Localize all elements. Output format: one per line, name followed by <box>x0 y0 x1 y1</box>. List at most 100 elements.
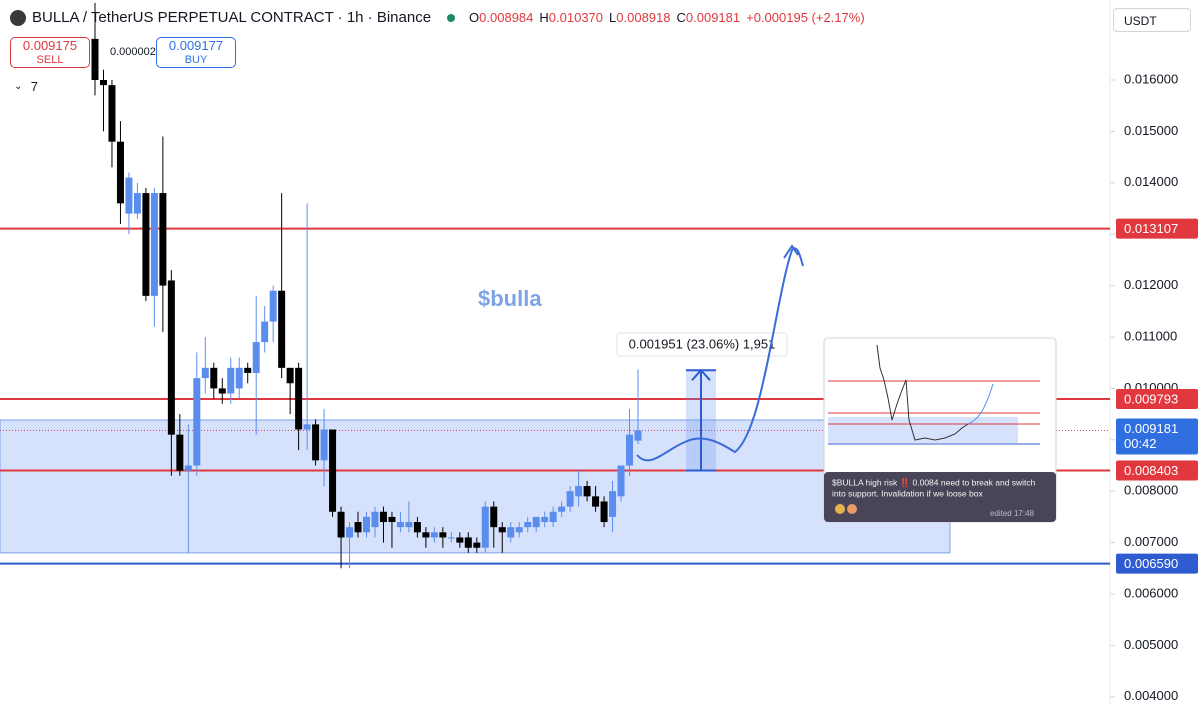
y-tick-label: 0.005000 <box>1124 637 1178 652</box>
candle-body <box>329 429 337 512</box>
candle-body <box>167 280 175 435</box>
candle-body <box>363 516 370 533</box>
candle-body <box>312 424 320 461</box>
level-label-box <box>1116 389 1198 410</box>
candle-body <box>447 537 455 539</box>
inset-message-bg <box>824 472 1056 522</box>
measure-label: 0.001951 (23.06%) 1,951 <box>629 336 776 351</box>
level-label-box <box>1116 460 1198 481</box>
candle-body <box>133 193 141 214</box>
candle-body <box>575 486 583 497</box>
candle-body <box>388 516 396 523</box>
candle-body <box>379 511 387 523</box>
inset-price <box>876 344 969 441</box>
candle-body <box>210 367 218 389</box>
currency: USDT <box>1124 14 1157 28</box>
ohlc-key: L <box>609 10 617 25</box>
candle-body <box>193 378 201 466</box>
buy-button[interactable]: 0.009177 BUY <box>156 37 236 68</box>
candle-body <box>303 424 311 430</box>
sell-price: 0.009175 <box>22 38 78 53</box>
measure-label-box <box>616 332 788 357</box>
inset-curve <box>967 383 994 425</box>
projection-curve <box>636 244 804 462</box>
symbol-icon <box>10 9 26 26</box>
candle-body <box>396 522 404 528</box>
candle-body <box>481 506 489 548</box>
inset-message: into support. Invalidation if we loose b… <box>832 488 983 498</box>
buy-label: BUY <box>184 54 208 66</box>
candle-body <box>464 537 472 548</box>
annotation: $bulla <box>478 286 542 311</box>
reaction <box>847 504 857 514</box>
candle-body <box>201 367 209 379</box>
candle-body <box>320 429 328 461</box>
inset-edited: edited 17:48 <box>990 509 1035 518</box>
candle-body <box>346 527 354 538</box>
indicator-toggle[interactable]: ⌄ 7 <box>10 78 42 96</box>
buy-price: 0.009177 <box>168 38 224 53</box>
level-label-box <box>1116 553 1198 574</box>
level-label: 0.009793 <box>1124 391 1178 406</box>
sell-button[interactable]: 0.009175 SELL <box>10 37 90 68</box>
y-tick-label: 0.011000 <box>1124 328 1177 343</box>
y-tick-label: 0.007000 <box>1124 534 1178 549</box>
currency-select[interactable]: USDT <box>1113 8 1191 32</box>
candle-body <box>176 434 184 471</box>
candle-body <box>252 342 260 373</box>
candle-body <box>261 321 269 343</box>
candle-body <box>184 465 192 471</box>
indicator-count: 7 <box>30 79 38 94</box>
candle-body <box>286 367 294 384</box>
candle-body <box>507 527 515 538</box>
candle-body <box>218 388 226 394</box>
candle-body <box>150 193 158 296</box>
header: BULLA / TetherUS PERPETUAL CONTRACT · 1h… <box>10 9 867 26</box>
candle-body <box>142 193 150 296</box>
candle-body <box>439 532 447 538</box>
ohlc-key: O <box>469 10 480 25</box>
candle-body <box>371 511 379 528</box>
sell-label: SELL <box>36 54 64 66</box>
candle-body <box>498 527 506 533</box>
candle-body <box>99 79 107 86</box>
candle-body <box>413 522 421 533</box>
candle-body <box>244 367 252 373</box>
symbol-title: BULLA / TetherUS PERPETUAL CONTRACT · 1h… <box>32 9 432 26</box>
y-tick-label: 0.014000 <box>1124 174 1178 189</box>
candle-body <box>456 537 464 543</box>
candle-body <box>295 367 303 430</box>
candle-body <box>490 506 498 528</box>
candle-body <box>524 522 532 528</box>
y-tick-label: 0.016000 <box>1124 71 1178 86</box>
inset-message: $BULLA high risk ‼️ 0.0084 need to break… <box>832 477 1036 487</box>
candle-body <box>532 516 540 528</box>
candle-body <box>473 542 481 548</box>
candle-body <box>515 527 523 533</box>
level-label-box <box>1116 218 1198 239</box>
candle-body <box>108 85 116 142</box>
ohlc-value: 0.008984 <box>479 10 534 25</box>
y-tick-label: 0.008000 <box>1124 483 1178 498</box>
candle-body <box>583 486 591 497</box>
y-tick-label: 0.004000 <box>1124 688 1178 703</box>
candle-body <box>617 465 625 497</box>
candle-body <box>541 516 549 523</box>
y-tick-label: 0.012000 <box>1124 277 1178 292</box>
zone-box <box>0 419 951 554</box>
candle-body <box>566 491 574 507</box>
countdown: 00:42 <box>1124 436 1157 451</box>
measure-arrowhead <box>691 368 711 381</box>
candle-body <box>337 511 345 538</box>
spread: 0.000002 <box>110 46 156 58</box>
ohlc-value: 0.010370 <box>548 10 604 25</box>
current-price-box <box>1116 418 1198 455</box>
inset-box <box>828 417 1018 443</box>
candle-body <box>278 290 286 368</box>
ohlc-value: 0.008918 <box>616 10 671 25</box>
candle-body <box>609 491 617 517</box>
candle-body <box>91 38 99 80</box>
candle-body <box>558 506 566 512</box>
